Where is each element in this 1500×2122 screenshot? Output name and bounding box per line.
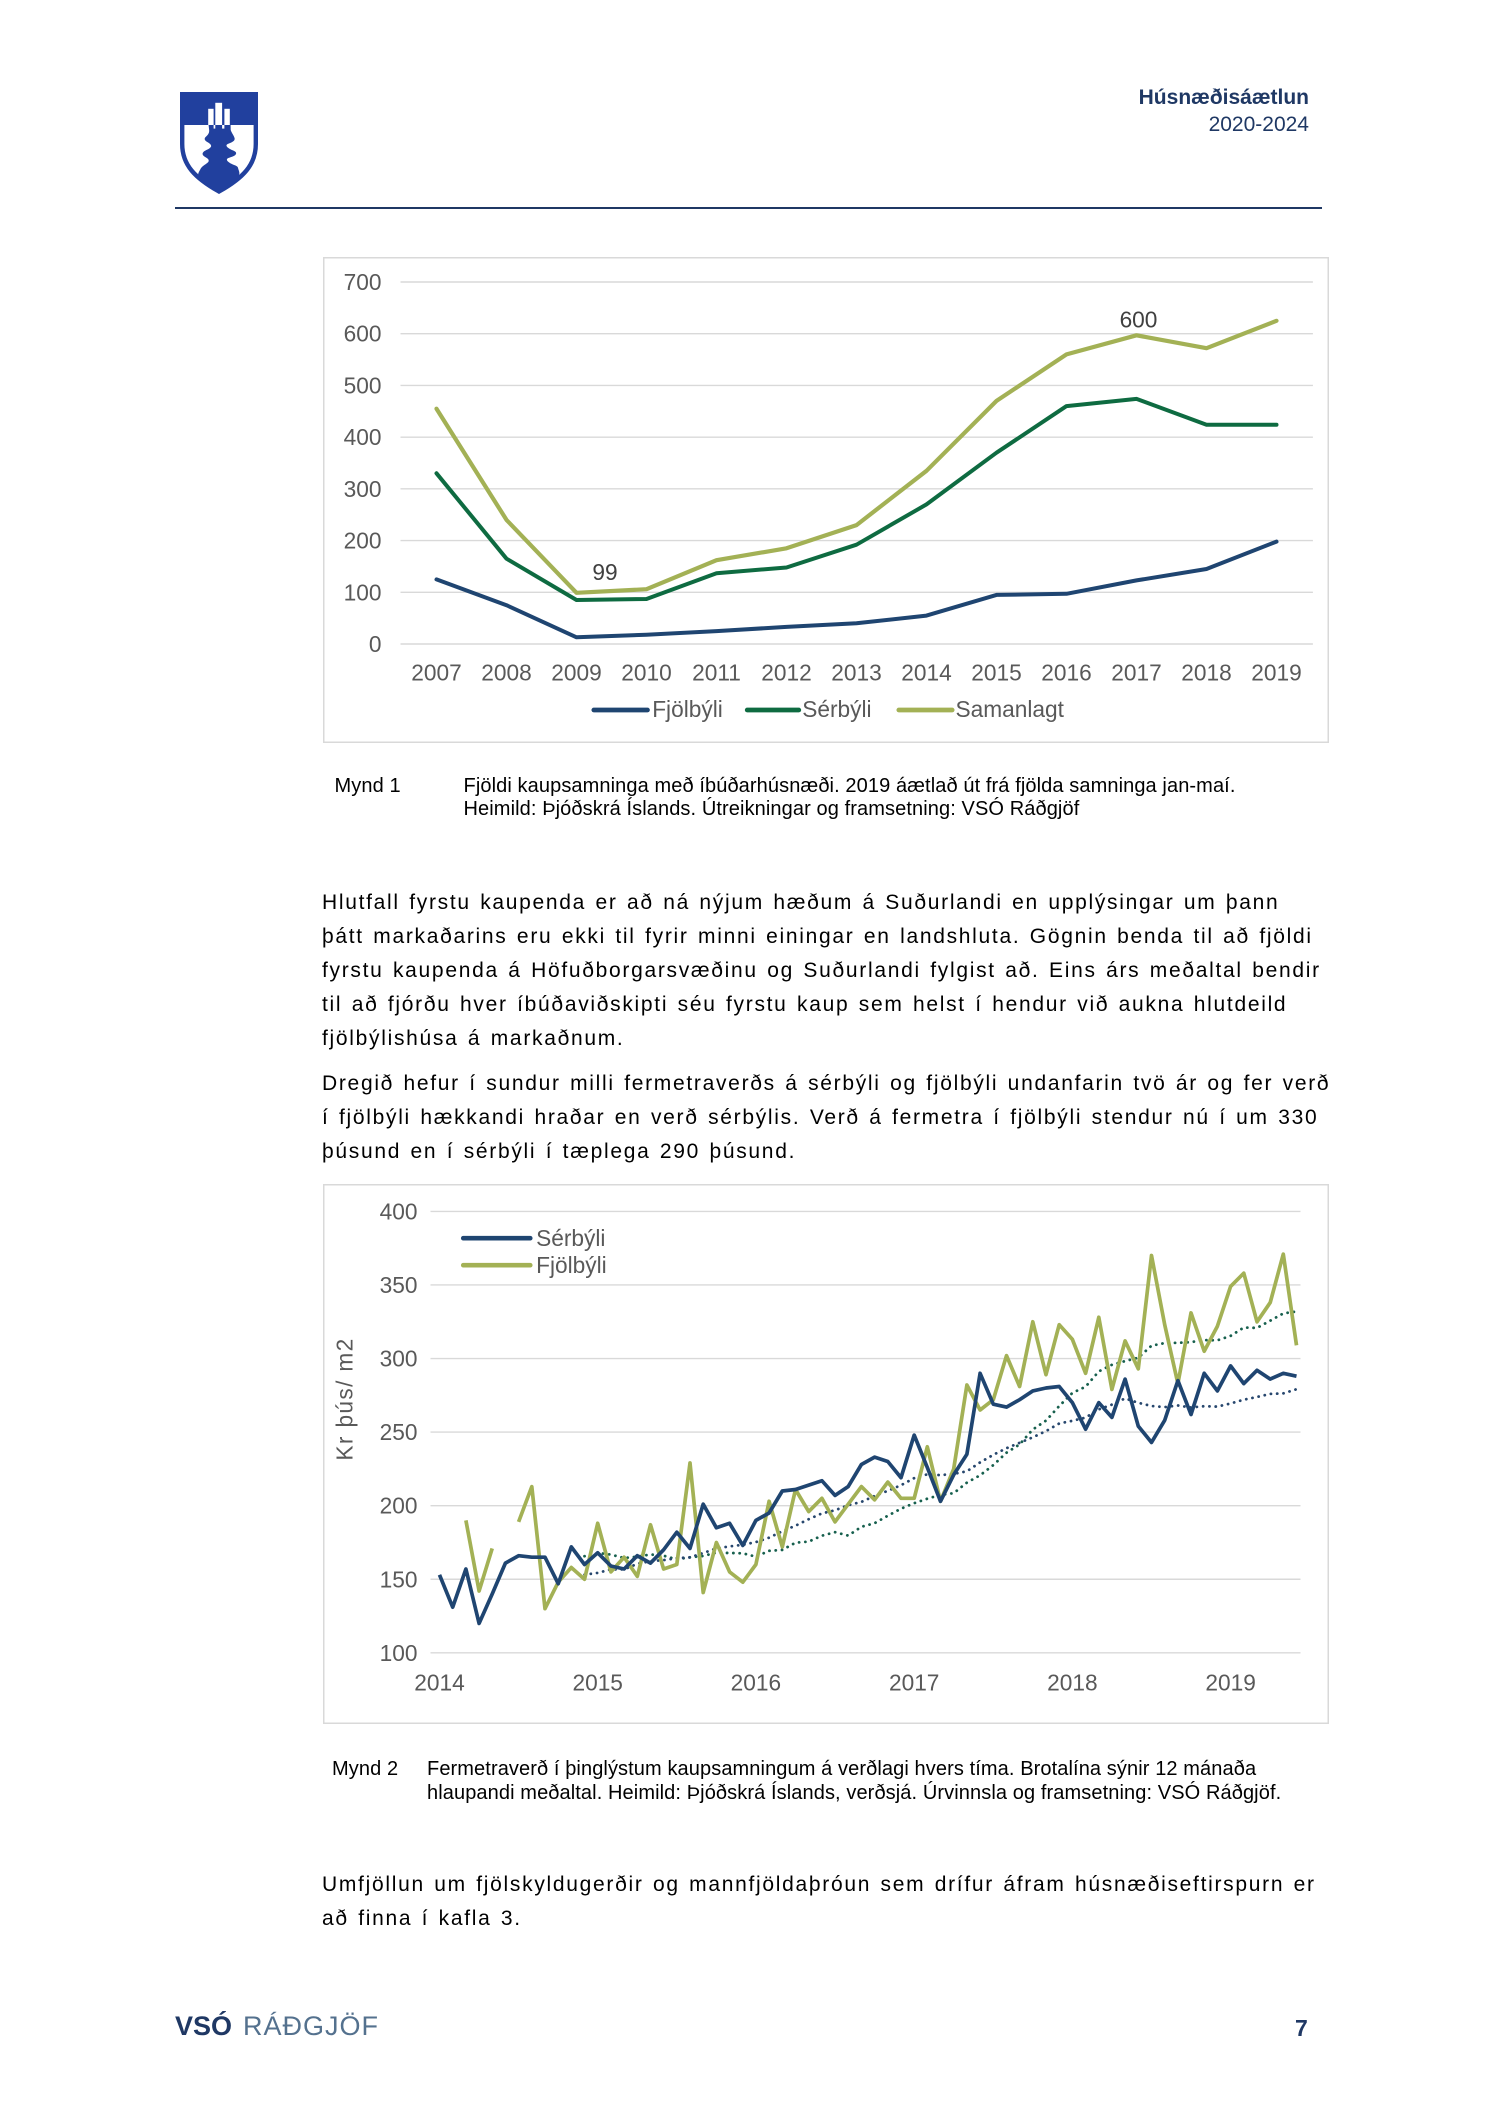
svg-text:Fjölbýli: Fjölbýli bbox=[536, 1252, 607, 1278]
svg-text:2017: 2017 bbox=[888, 1669, 938, 1695]
svg-text:Samanlagt: Samanlagt bbox=[955, 695, 1064, 721]
svg-text:Sérbýli: Sérbýli bbox=[802, 695, 871, 721]
svg-text:2015: 2015 bbox=[971, 659, 1021, 685]
svg-text:2012: 2012 bbox=[761, 659, 811, 685]
svg-text:Fjölbýli: Fjölbýli bbox=[652, 695, 723, 721]
svg-text:99: 99 bbox=[592, 559, 617, 585]
svg-text:400: 400 bbox=[379, 1198, 417, 1224]
svg-text:350: 350 bbox=[379, 1272, 417, 1298]
svg-text:200: 200 bbox=[343, 527, 381, 553]
svg-text:2017: 2017 bbox=[1111, 659, 1161, 685]
svg-text:600: 600 bbox=[343, 320, 381, 346]
svg-text:300: 300 bbox=[379, 1346, 417, 1372]
svg-text:300: 300 bbox=[343, 475, 381, 501]
svg-text:0: 0 bbox=[368, 631, 381, 657]
svg-text:400: 400 bbox=[343, 424, 381, 450]
svg-text:2011: 2011 bbox=[692, 659, 741, 685]
svg-text:700: 700 bbox=[343, 269, 381, 295]
svg-text:2016: 2016 bbox=[730, 1669, 780, 1695]
svg-text:2010: 2010 bbox=[621, 659, 671, 685]
svg-text:2014: 2014 bbox=[901, 659, 951, 685]
svg-text:500: 500 bbox=[343, 372, 381, 398]
svg-text:100: 100 bbox=[343, 579, 381, 605]
svg-text:2009: 2009 bbox=[551, 659, 601, 685]
svg-text:2016: 2016 bbox=[1041, 659, 1091, 685]
svg-text:150: 150 bbox=[379, 1566, 417, 1592]
svg-text:250: 250 bbox=[379, 1419, 417, 1445]
svg-text:2014: 2014 bbox=[414, 1669, 464, 1695]
svg-text:2019: 2019 bbox=[1205, 1669, 1255, 1695]
svg-text:2013: 2013 bbox=[831, 659, 881, 685]
svg-text:2007: 2007 bbox=[411, 659, 461, 685]
svg-text:Sérbýli: Sérbýli bbox=[536, 1225, 605, 1251]
svg-text:Kr þús/ m2: Kr þús/ m2 bbox=[331, 1337, 357, 1460]
svg-text:2019: 2019 bbox=[1251, 659, 1301, 685]
svg-text:200: 200 bbox=[379, 1493, 417, 1519]
svg-text:2015: 2015 bbox=[572, 1669, 622, 1695]
svg-text:2018: 2018 bbox=[1181, 659, 1231, 685]
svg-text:600: 600 bbox=[1119, 306, 1157, 332]
svg-text:100: 100 bbox=[379, 1640, 417, 1666]
svg-text:2018: 2018 bbox=[1047, 1669, 1097, 1695]
svg-text:2008: 2008 bbox=[481, 659, 531, 685]
